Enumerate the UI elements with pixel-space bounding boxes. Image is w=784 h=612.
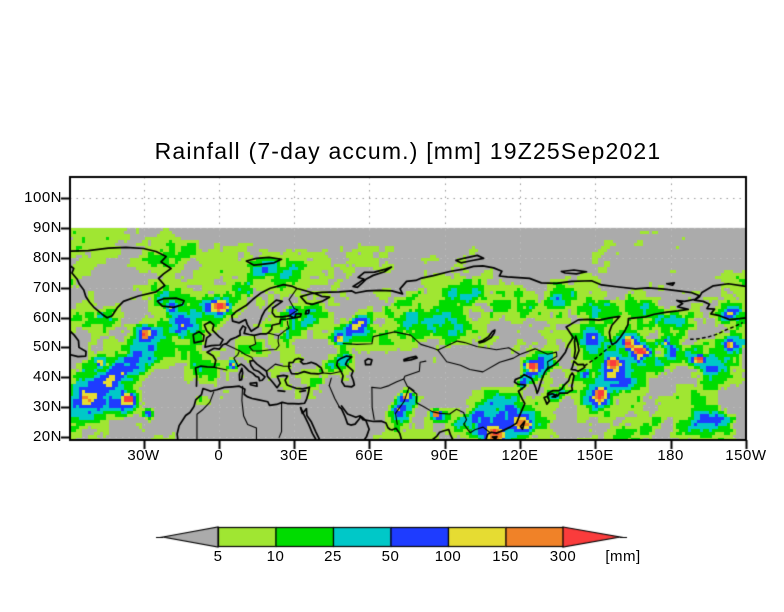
colorbar-tick-label: 5 [213,548,223,565]
lon-tick-label: 0 [214,447,224,464]
colorbar-tick-label: 300 [549,548,577,565]
lat-tick-label: 60N [32,308,62,326]
lon-tick-label: 60E [355,447,384,464]
colorbar-tick-label: 25 [324,548,342,565]
lat-tick-label: 40N [32,368,62,386]
chart-title: Rainfall (7-day accum.) [mm] 19Z25Sep202… [154,138,662,164]
colorbar-units-label: [mm] [605,548,641,565]
lat-tick-label: 80N [32,248,62,266]
lat-tick-label: 30N [32,398,62,416]
colorbar-tick-label: 150 [492,548,519,565]
lat-tick-label: 90N [32,218,62,236]
lat-tick-label: 100N [24,189,62,206]
colorbar-tick-label: 100 [434,548,462,565]
lon-tick-label: 120E [501,447,539,464]
lon-tick-label: 30W [127,447,160,464]
lon-tick-label: 30E [279,447,309,464]
lat-tick-label: 20N [32,428,62,445]
lon-tick-label: 90E [430,447,459,464]
lon-tick-label: 150W [725,447,767,464]
lon-tick-label: 150E [576,447,614,464]
colorbar-tick-label: 10 [266,548,285,565]
lat-tick-label: 70N [32,278,62,296]
lon-tick-label: 180 [657,447,684,464]
lat-tick-label: 50N [32,338,62,356]
colorbar-tick-label: 50 [381,548,400,565]
